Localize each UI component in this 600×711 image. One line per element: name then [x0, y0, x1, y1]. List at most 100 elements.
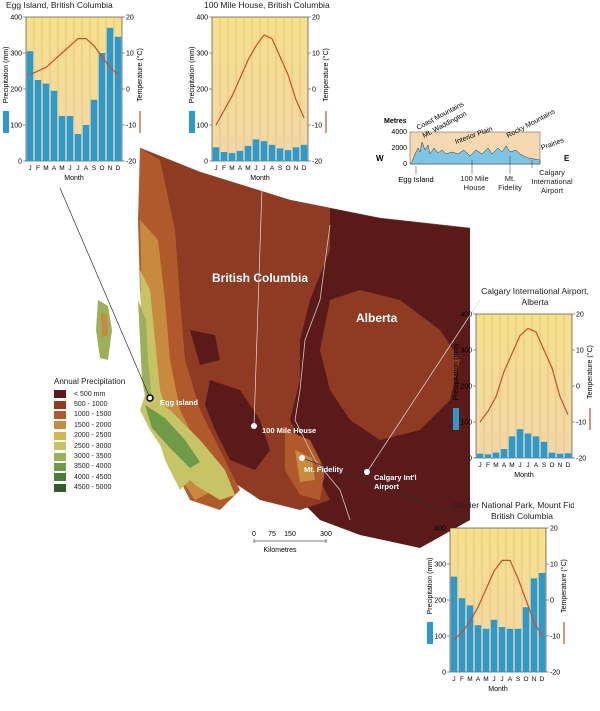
left-tick-label: 100 — [10, 123, 22, 130]
legend-swatch — [54, 421, 66, 430]
legend-label: 3000 - 3500 — [74, 453, 112, 461]
precip-bar — [228, 153, 236, 161]
precip-bar — [90, 99, 98, 161]
profile-ytick-0: 0 — [403, 161, 407, 168]
precip-legend-swatch — [453, 408, 459, 430]
month-label: O — [549, 462, 554, 469]
station-label-calgary: Calgary Int'l Airport — [374, 473, 417, 491]
precip-bar — [268, 144, 276, 161]
left-tick-label: 400 — [196, 15, 208, 22]
legend-label: < 500 mm — [74, 390, 106, 398]
x-axis-label: Month — [64, 175, 84, 182]
month-label: F — [486, 462, 490, 469]
month-label: N — [532, 676, 537, 683]
legend-title: Annual Precipitation — [54, 377, 126, 386]
month-label: J — [478, 462, 481, 469]
map-interior-dry-zone-2 — [190, 330, 220, 365]
precip-bar — [474, 625, 482, 672]
left-tick-label: 0 — [204, 159, 208, 166]
chart-title: Glacier National Park, Mount Fidelity, B… — [452, 500, 574, 521]
legend-item: 2500 - 3000 — [54, 441, 164, 451]
map-interior-dry-zone — [205, 380, 270, 470]
right-tick-label: 10 — [550, 562, 558, 569]
feature-prairies: Prairies — [540, 137, 565, 152]
legend-item: 2000 - 2500 — [54, 431, 164, 441]
legend-item: 1500 - 2000 — [54, 420, 164, 430]
month-label: J — [28, 165, 31, 172]
scale-bar: 0 75 150 300 Kilometres — [250, 527, 340, 557]
left-tick-label: 300 — [196, 51, 208, 58]
legend-swatch — [54, 400, 66, 409]
legend-item: 3000 - 3500 — [54, 451, 164, 461]
month-label: N — [558, 462, 563, 469]
left-tick-label: 300 — [10, 51, 22, 58]
precip-bar — [458, 598, 466, 672]
chart-title: Calgary International Airport, Alberta — [481, 286, 589, 307]
month-label: J — [526, 462, 529, 469]
right-tick-label: -20 — [576, 456, 586, 463]
precip-bar — [516, 429, 524, 458]
right-tick-label: 10 — [312, 51, 320, 58]
precip-bar — [522, 607, 530, 672]
temperature-line — [453, 559, 543, 641]
precip-bar — [58, 116, 66, 161]
month-label: M — [43, 165, 48, 172]
climate-chart-100-mile-house: 100 Mile House, British Columbia 400 300 20… — [186, 0, 336, 200]
month-label: J — [452, 676, 455, 683]
month-label: A — [52, 165, 57, 172]
legend-swatch — [54, 442, 66, 451]
right-tick-label: -10 — [126, 123, 136, 130]
map-haida-gwaii-dry — [101, 312, 108, 338]
precip-bar — [114, 36, 122, 161]
precip-bar — [106, 27, 114, 161]
x-axis-label: Month — [488, 686, 508, 693]
precip-bar — [26, 51, 34, 162]
map-north-edge — [139, 147, 471, 229]
precip-bar — [244, 145, 252, 161]
month-label: A — [508, 676, 513, 683]
leader-100-mile — [253, 187, 263, 427]
precip-bar — [490, 619, 498, 672]
right-tick-label: 20 — [550, 526, 558, 533]
marker-calgary — [364, 469, 370, 475]
left-tick-label: 400 — [10, 15, 22, 22]
month-label: M — [245, 165, 250, 172]
precip-bar — [276, 148, 284, 161]
right-tick-label: 20 — [312, 15, 320, 22]
right-tick-label: 10 — [126, 51, 134, 58]
left-tick-label: 400 — [460, 312, 472, 319]
climate-chart-svg: Calgary International Airport, Alberta 40… — [453, 286, 594, 479]
station-label-100-mile: 100 Mile House — [262, 426, 317, 435]
profile-ytick-4000: 4000 — [391, 129, 407, 136]
month-label: A — [238, 165, 243, 172]
scale-tick-150: 150 — [284, 531, 296, 538]
precip-legend-swatch — [189, 111, 195, 133]
month-label: J — [262, 165, 265, 172]
y-axis-label-right: Temperature (°C) — [136, 48, 144, 102]
precip-bar — [548, 452, 556, 458]
month-label: A — [476, 676, 481, 683]
station-markers — [59, 187, 481, 521]
month-label: F — [36, 165, 40, 172]
month-label: S — [92, 165, 97, 172]
precip-bar — [292, 147, 300, 161]
precip-bar — [34, 80, 42, 161]
left-tick-label: 200 — [460, 384, 472, 391]
y-axis-label-right: Temperature (°C) — [322, 48, 330, 102]
left-tick-label: 0 — [18, 159, 22, 166]
month-label: A — [502, 462, 507, 469]
y-axis-label-right: Temperature (°C) — [560, 559, 568, 613]
month-label: F — [222, 165, 226, 172]
month-label: J — [68, 165, 71, 172]
precip-bar — [82, 125, 90, 161]
precip-bar — [564, 453, 572, 458]
scale-unit: Kilometres — [263, 547, 297, 554]
left-tick-label: 100 — [460, 420, 472, 427]
legend-label: 4500 - 5000 — [74, 484, 112, 492]
temperature-line — [215, 34, 305, 126]
leader-egg-island — [59, 187, 151, 399]
month-label: O — [523, 676, 528, 683]
left-tick-label: 100 — [434, 634, 446, 641]
month-label: A — [84, 165, 89, 172]
month-label: S — [516, 676, 521, 683]
